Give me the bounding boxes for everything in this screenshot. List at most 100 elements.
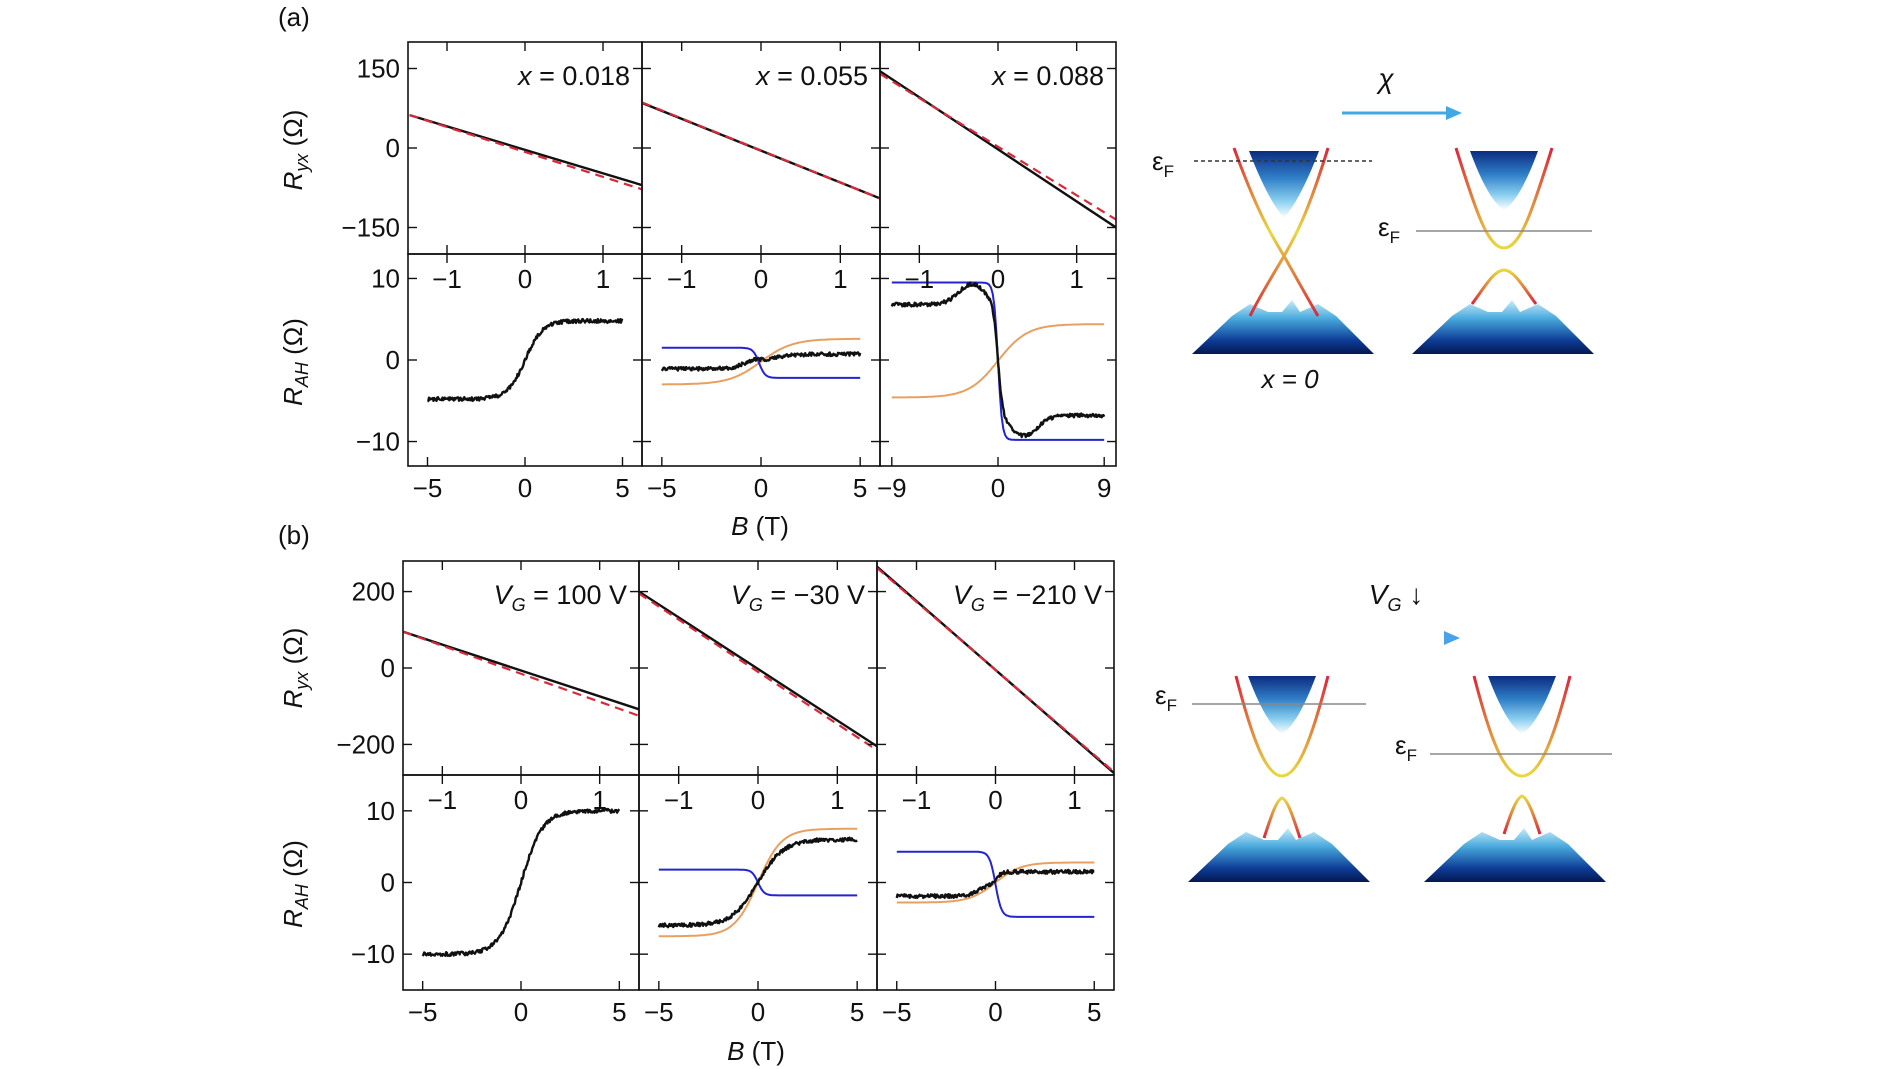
band-diagram-a-left: εF x = 0 [1152, 146, 1374, 394]
plot-area [409, 113, 642, 191]
ylabel-ryx-a: Ryx (Ω) [278, 110, 312, 191]
chart-panel-b2-bottom: −5 0 5 −1 0 1 [638, 774, 878, 1027]
xlabel-a: B (T) [731, 511, 789, 541]
top-x-tick-label: 0 [754, 264, 768, 294]
plot-area [403, 630, 639, 717]
xlabel-b: B (T) [727, 1036, 785, 1066]
conduction-cone [1249, 151, 1319, 218]
valence-band [1192, 300, 1374, 354]
conduction-cone [1470, 151, 1538, 210]
conduction-cone [1248, 676, 1316, 734]
lower-band [1262, 796, 1302, 839]
top-x-tick-label: 0 [988, 785, 1002, 815]
fermi-label: εF [1155, 680, 1177, 715]
lower-band [1470, 268, 1538, 305]
plot-area [427, 317, 624, 403]
y-tick-label: 10 [371, 263, 400, 293]
y-tick-label: 0 [386, 133, 400, 163]
series-data-line [880, 70, 1116, 229]
top-x-tick-label: 0 [518, 264, 532, 294]
annotation-variable: x [516, 61, 533, 91]
panel-label-b: (b) [278, 520, 310, 550]
annotation-variable: V [494, 580, 515, 610]
annotation-subscript: G [749, 595, 763, 615]
series-data-line [409, 113, 642, 187]
chart-panel-b2-top: VG = −30 V [638, 560, 878, 776]
upper-band [1472, 675, 1572, 778]
series-data_noisy-line [657, 836, 858, 929]
annotation-label: x = 0.018 [516, 61, 630, 91]
top-x-tick-label: 1 [833, 264, 847, 294]
top-x-tick-label: −1 [664, 785, 694, 815]
arrow-b: VG ↓ [1342, 579, 1460, 645]
plot-area [657, 827, 858, 938]
y-tick-label: 0 [386, 345, 400, 375]
annotation-variable: x [990, 61, 1007, 91]
y-tick-label: −200 [336, 729, 395, 759]
top-x-tick-label: 1 [596, 264, 610, 294]
x-tick-label: −9 [877, 473, 907, 503]
fermi-label: εF [1152, 146, 1174, 181]
annotation-subscript: G [512, 595, 526, 615]
y-tick-label: 200 [352, 577, 395, 607]
annotation-label: VG = 100 V [494, 580, 627, 615]
x-tick-label: 0 [988, 997, 1002, 1027]
ylabel-rah-a: RAH (Ω) [278, 318, 312, 406]
plot-area [880, 70, 1116, 229]
band-diagram-b-right: εF [1395, 675, 1612, 882]
chart-panel-b3-bottom: −5 0 5 −1 0 1 [876, 774, 1115, 1027]
series-data_noisy-line [660, 351, 862, 372]
annotation-variable: V [953, 580, 974, 610]
plot-area [890, 281, 1106, 441]
series-fit_dashed-line [880, 72, 1116, 221]
plot-area [639, 590, 877, 752]
x-tick-label: −5 [413, 473, 443, 503]
x-tick-label: 5 [1087, 997, 1101, 1027]
annotation-value: = 100 V [526, 580, 627, 610]
series-data_noisy-line [427, 317, 624, 403]
plot-area [895, 850, 1095, 918]
annotation-label: x = 0.088 [990, 61, 1104, 91]
top-x-tick-label: 0 [991, 264, 1005, 294]
y-tick-label: −10 [351, 939, 395, 969]
x-tick-label: 5 [612, 997, 626, 1027]
chart-panel-b3-top: VG = −210 V [876, 560, 1115, 776]
series-fit_dashed-line [639, 592, 877, 752]
annotation-variable: x [754, 61, 771, 91]
chart-panel-a3-top: x = 0.088 [879, 41, 1117, 255]
series-data-line [403, 630, 639, 711]
fermi-label: εF [1395, 730, 1417, 765]
chart-panel-b1-top: −200 0 200 VG = 100 V [336, 560, 640, 776]
chart-panel-a2-bottom: −5 0 5 −1 0 1 [641, 253, 881, 503]
series-fit_dashed-line [877, 567, 1114, 773]
x-tick-label: 0 [991, 473, 1005, 503]
y-tick-label: −10 [356, 427, 400, 457]
annotation-variable: V [731, 580, 752, 610]
y-tick-label: 10 [366, 796, 395, 826]
top-x-tick-label: −1 [902, 785, 932, 815]
x-tick-label: 0 [751, 997, 765, 1027]
series-blue-line [661, 346, 861, 379]
x-tick-label: 0 [754, 473, 768, 503]
annotation-value: = 0.088 [1006, 61, 1104, 91]
plot-area [642, 101, 880, 200]
band-diagram-a-right: εF [1378, 147, 1594, 354]
arrow-a: χ [1342, 63, 1462, 120]
x-tick-label: 5 [850, 997, 864, 1027]
valence-band [1412, 300, 1594, 354]
top-x-tick-label: −1 [428, 785, 458, 815]
series-data_noisy-line [895, 868, 1095, 900]
series-data-line [639, 590, 877, 748]
top-x-tick-label: −1 [905, 264, 935, 294]
ylabel-rah-b: RAH (Ω) [278, 840, 312, 928]
chart-panel-a1-top: −150 0 150 x = 0.018 [341, 41, 643, 255]
annotation-value: = −30 V [763, 580, 865, 610]
series-data_noisy-line [890, 281, 1106, 439]
plot-area [660, 337, 862, 386]
chart-panel-a3-bottom: −9 0 9 −1 0 1 [877, 253, 1117, 503]
x-tick-label: −5 [408, 997, 438, 1027]
fermi-label: εF [1378, 212, 1400, 247]
